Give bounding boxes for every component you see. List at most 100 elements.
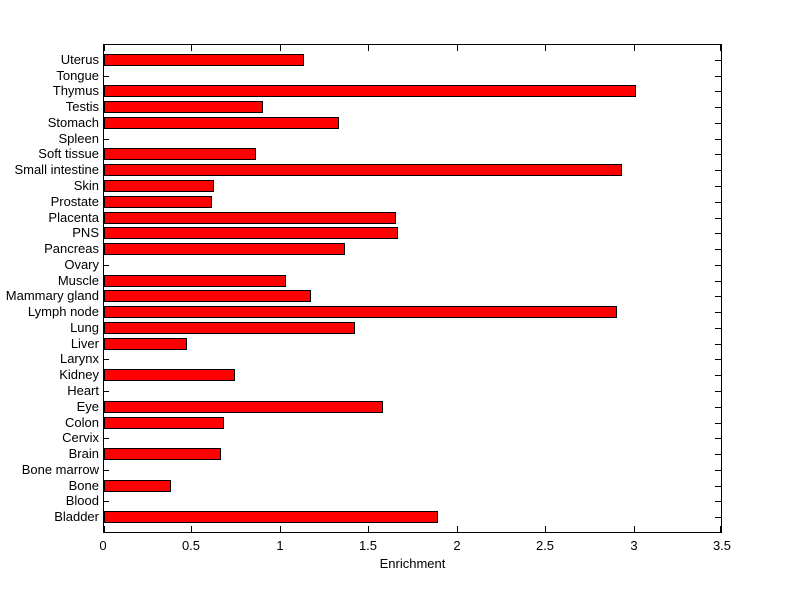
bar-small-intestine [104,164,622,176]
y-tick-label-tongue: Tongue [56,68,99,83]
x-tick-top [368,45,369,51]
y-tick-right [715,123,721,124]
y-tick-label-larynx: Larynx [59,351,99,366]
y-tick-right [715,170,721,171]
y-tick-right [715,344,721,345]
x-tick-top [280,45,281,51]
y-tick-label-heart: Heart [67,383,99,398]
y-tick-right [715,249,721,250]
y-tick-label-ovary: Ovary [64,257,99,272]
y-tick-right [715,281,721,282]
bar-mammary-gland [104,290,311,302]
y-axis-labels: Uterus Tongue Thymus Testis Stomach Spleen Sof… [0,44,99,533]
y-tick-right [715,186,721,187]
bar-stomach [104,117,339,129]
y-tick-label-thymus: Thymus [52,83,99,98]
y-tick-right [715,107,721,108]
y-tick-label-uterus: Uterus [60,52,99,67]
y-tick-right [715,91,721,92]
y-tick-label-skin: Skin [73,178,99,193]
y-tick-label-pancreas: Pancreas [44,241,99,256]
y-tick-label-small-intestine: Small intestine [14,162,99,177]
y-tick-right [715,139,721,140]
x-tick-top [720,45,721,51]
bar-lymph-node [104,306,617,318]
bar-thymus [104,85,636,97]
x-axis-title: Enrichment [379,556,446,571]
y-tick-right [715,391,721,392]
y-tick-label-lung: Lung [70,320,99,335]
bar-lung [104,322,355,334]
y-tick-right [715,359,721,360]
y-tick-right [715,312,721,313]
y-tick-label-stomach: Stomach [47,115,99,130]
y-tick-right [715,202,721,203]
y-tick-right [715,218,721,219]
y-tick-label-bone-marrow: Bone marrow [21,462,99,477]
x-tick-label-0: 0 [99,538,107,553]
y-tick-label-kidney: Kidney [59,367,99,382]
y-tick-label-placenta: Placenta [48,210,99,225]
y-tick-right [715,501,721,502]
plot-area [103,44,722,533]
y-tick-label-colon: Colon [65,415,99,430]
bar-soft-tissue [104,148,256,160]
x-tick-top [545,45,546,51]
y-tick-left [104,470,109,471]
y-tick-right [715,438,721,439]
y-tick-label-lymph-node: Lymph node [27,304,99,319]
bar-prostate [104,196,212,208]
y-tick-left [104,501,109,502]
bar-bladder [104,511,438,523]
bar-skin [104,180,214,192]
x-tick-bottom [634,526,635,532]
bar-liver [104,338,187,350]
y-tick-right [715,328,721,329]
x-tick-bottom [368,526,369,532]
y-tick-left [104,359,109,360]
x-tick-label-3-5: 3.5 [712,538,732,553]
y-tick-right [715,296,721,297]
x-tick-bottom [191,526,192,532]
y-tick-right [715,60,721,61]
x-tick-bottom [104,526,105,532]
y-tick-label-mammary-gland: Mammary gland [5,288,99,303]
y-tick-label-testis: Testis [65,99,99,114]
y-tick-label-pns: PNS [72,225,99,240]
x-tick-top [104,45,105,51]
y-tick-label-prostate: Prostate [50,194,99,209]
y-tick-label-bladder: Bladder [54,509,99,524]
bar-brain [104,448,221,460]
y-tick-left [104,76,109,77]
y-tick-right [715,375,721,376]
bar-muscle [104,275,286,287]
y-tick-left [104,438,109,439]
bar-testis [104,101,263,113]
x-tick-bottom [545,526,546,532]
y-tick-label-blood: Blood [65,493,99,508]
y-tick-right [715,233,721,234]
bar-colon [104,417,224,429]
y-tick-label-liver: Liver [70,336,99,351]
y-tick-label-muscle: Muscle [57,273,99,288]
y-tick-right [715,486,721,487]
bar-pancreas [104,243,345,255]
x-tick-top [457,45,458,51]
bar-kidney [104,369,235,381]
y-tick-right [715,265,721,266]
y-tick-right [715,154,721,155]
x-tick-bottom [457,526,458,532]
x-axis-tick-labels: 0 0.5 1 1.5 2 2.5 3 3.5 [99,538,731,555]
y-tick-left [104,139,109,140]
bar-uterus [104,54,304,66]
y-tick-right [715,517,721,518]
x-tick-bottom [280,526,281,532]
x-tick-label-2-5: 2.5 [535,538,555,553]
y-tick-label-cervix: Cervix [62,430,99,445]
x-tick-bottom [720,526,721,532]
x-tick-label-1: 1 [276,538,284,553]
x-tick-label-1-5: 1.5 [358,538,378,553]
bar-bone [104,480,171,492]
y-tick-right [715,76,721,77]
